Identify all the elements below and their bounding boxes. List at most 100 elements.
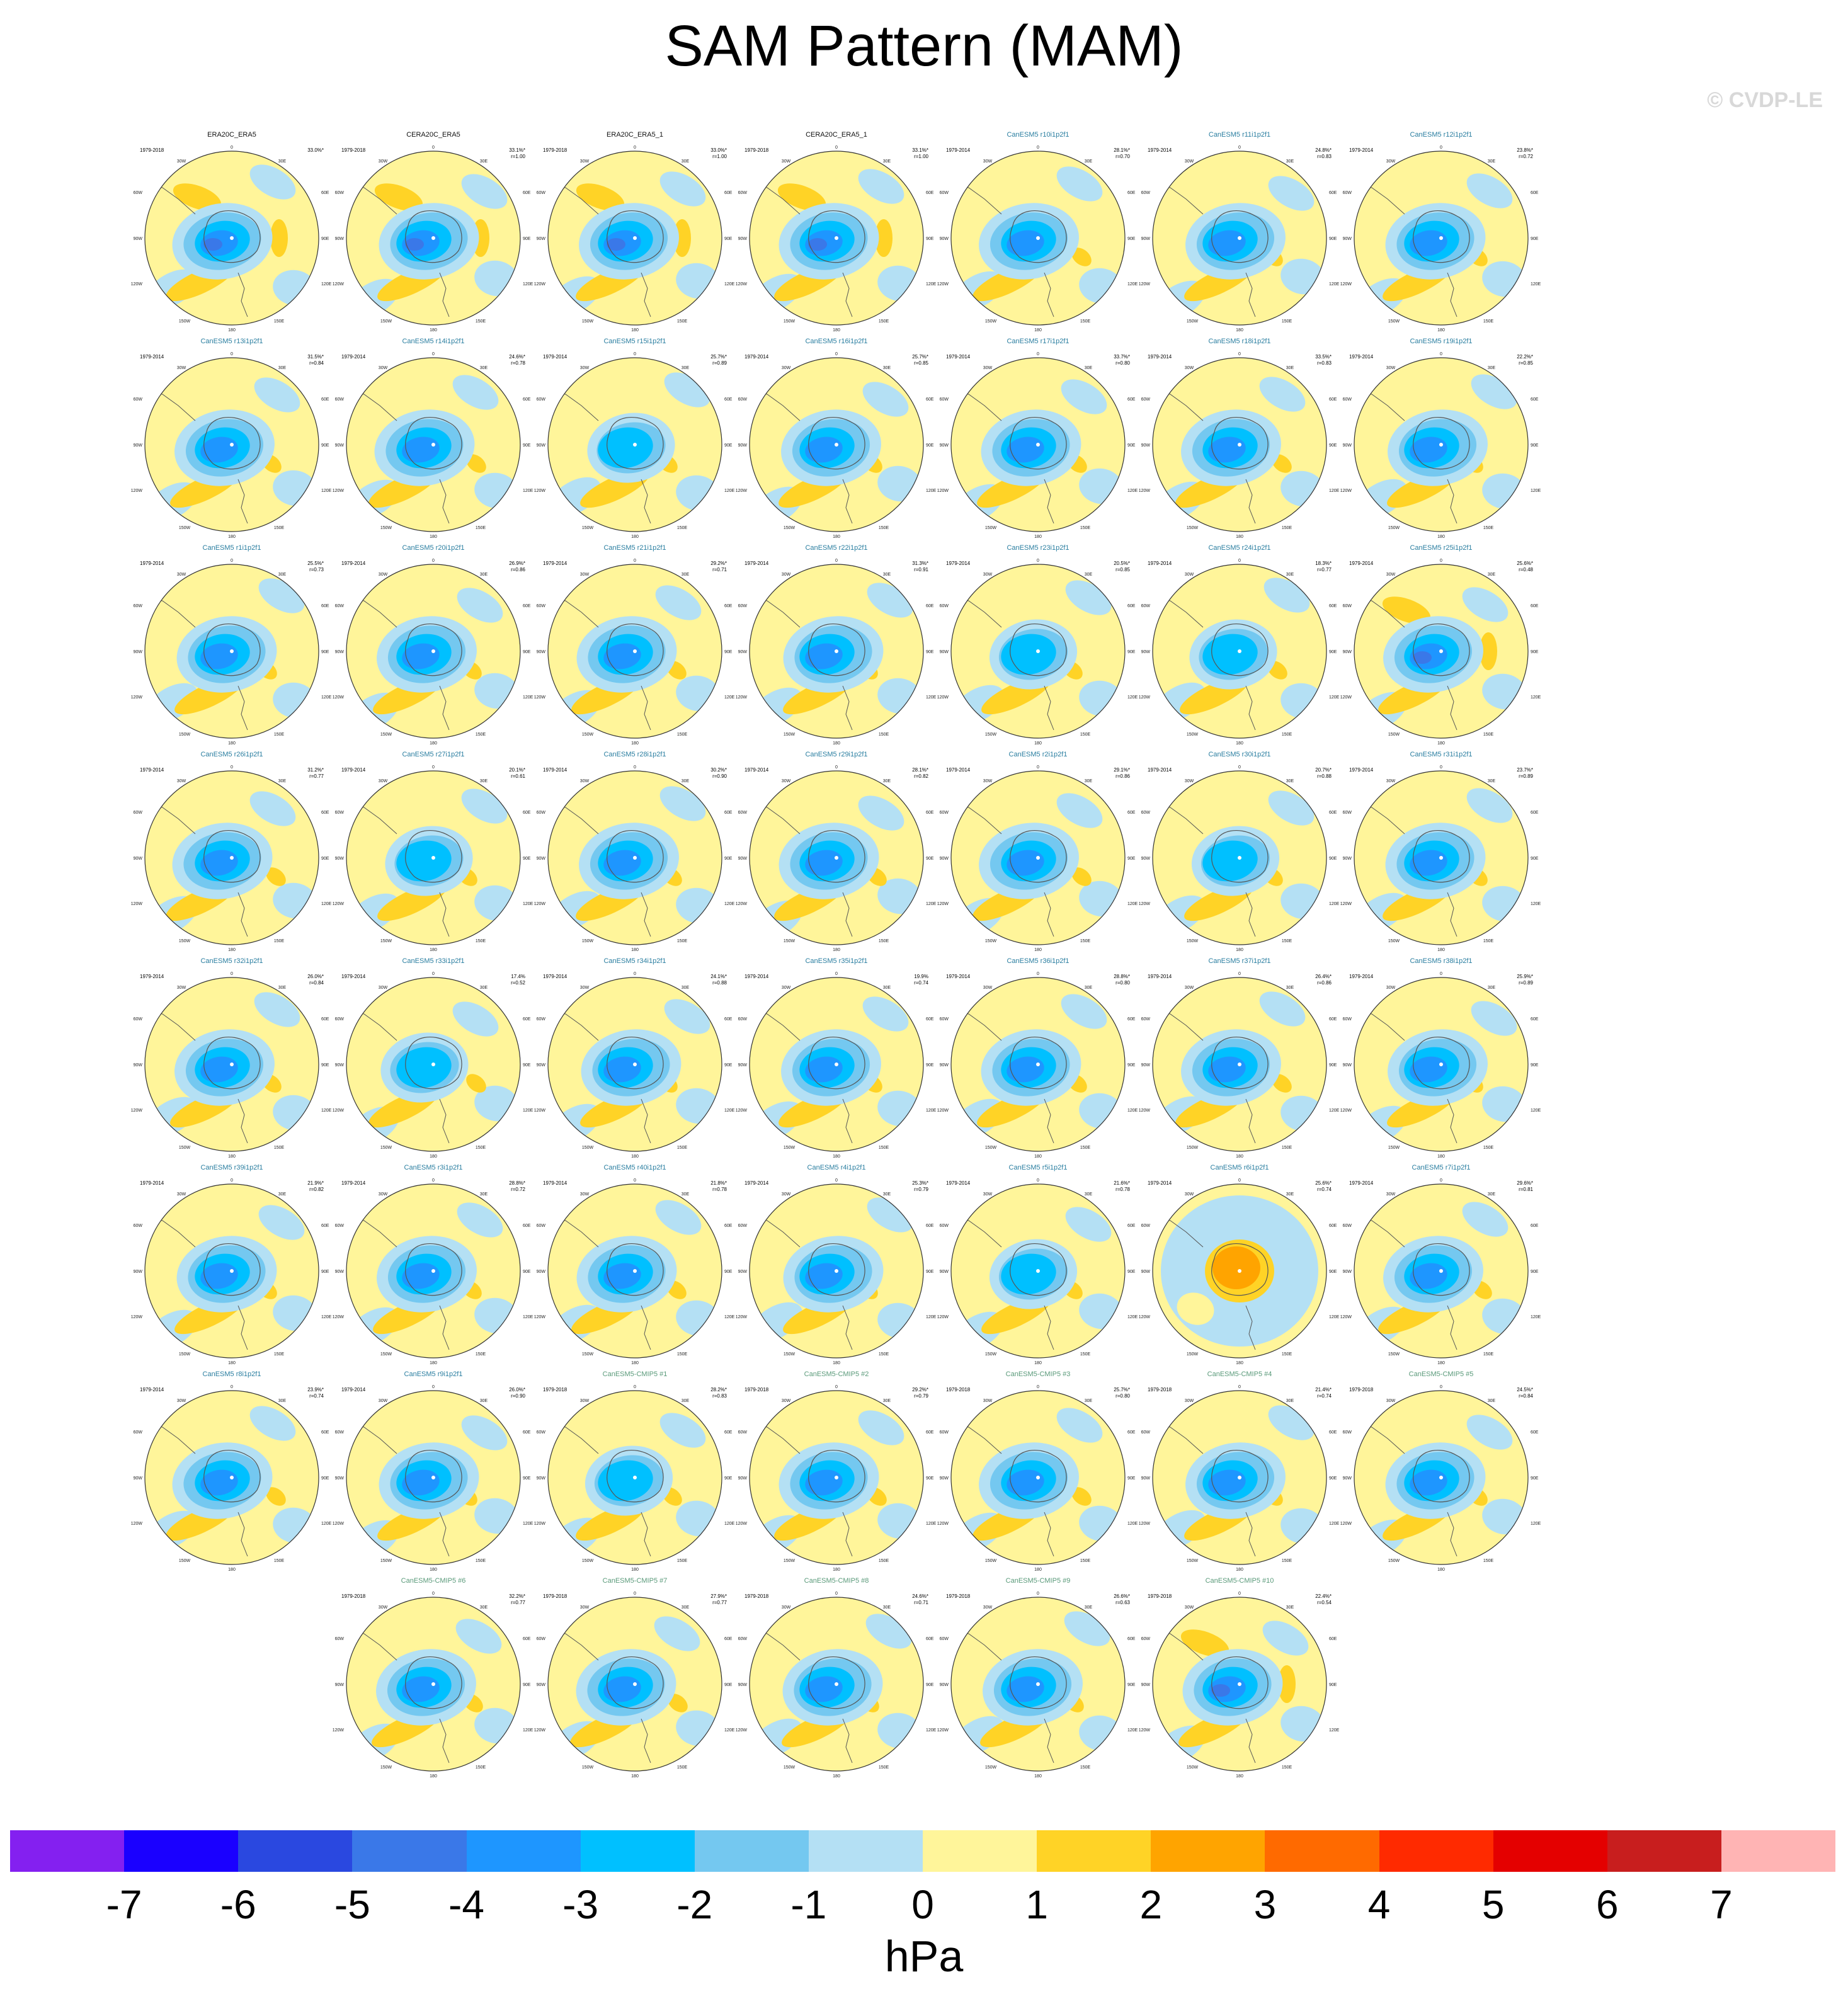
longitude-label: 120E [1127,1108,1138,1113]
panel-years: 1979-2014 [341,974,366,979]
longitude-label: 90W [1343,1270,1352,1274]
longitude-label: 150W [1388,1146,1400,1150]
map-boundary [1354,977,1529,1152]
outer-negative-patch [1466,1415,1513,1450]
new-zealand-coastline [842,892,853,937]
outer-negative-patch [858,1410,904,1445]
antarctica-coastline [1413,210,1470,263]
longitude-label: 0 [1238,352,1241,356]
sam-map-panel: CanESM5 r3i1p2f1 1979-2014 28.8%* r=0.72 0 30… [333,1164,533,1365]
longitude-label: 150E [476,1352,486,1357]
panel-title: CanESM5 r15i1p2f1 [603,338,666,345]
panel-title: CanESM5 r12i1p2f1 [1410,131,1473,139]
longitude-label: 90E [1531,1270,1539,1274]
antarctica-coastline [1211,210,1269,263]
panel-stats: 26.0%* r=0.90 [509,1387,525,1399]
longitude-label: 0 [1238,972,1241,976]
south-pole-marker [431,1476,435,1479]
pressure-field [1354,977,1528,1151]
longitude-label: 60E [523,811,531,815]
longitude-label: 30W [580,1192,590,1197]
pressure-field [750,771,923,945]
longitude-label: 0 [634,1178,636,1183]
longitude-label: 150E [476,1146,486,1150]
panel-pattern-correlation: r=0.82 [914,773,928,779]
longitude-label: 30E [1488,366,1496,370]
longitude-label: 150E [677,732,688,737]
longitude-label: 60W [537,1637,546,1641]
longitude-label: 90E [523,1063,531,1068]
longitude-label: 30E [1286,1605,1294,1610]
panel-stats: 33.7%* r=0.80 [1114,354,1130,367]
panel-pattern-correlation: r=0.83 [712,1393,727,1399]
polar-map: 0 30W 30E 60W 60E 90W 90E 120W 120E 150W 150E 180 [736,1592,937,1779]
longitude-label: 60E [724,397,733,402]
south-pole-marker [835,236,838,240]
longitude-label: 150E [1483,526,1494,530]
panel-stats: 28.2%* r=0.83 [710,1387,727,1399]
south-pole-marker [1238,1269,1241,1273]
panel-title: ERA20C_ERA5_1 [607,131,663,139]
longitude-label: 60E [926,191,934,195]
panel-title: CERA20C_ERA5_1 [806,131,867,139]
polar-cap-negative-core [402,1469,440,1496]
sam-map-panel: CanESM5-CMIP5 #3 1979-2018 25.7%* r=0.80 0 30… [937,1370,1138,1572]
panel-pattern-correlation: r=0.73 [309,567,324,573]
polar-cap-negative-core [1007,436,1044,463]
longitude-label: 180 [631,1568,639,1572]
antarctica-coastline [203,210,261,263]
longitude-label: 150W [784,939,796,943]
longitude-label: 90W [1343,237,1352,241]
longitude-label: 90E [1127,1476,1136,1481]
longitude-label: 180 [1034,741,1042,746]
polar-map: 0 30W 30E 60W 60E 90W 90E 120W 120E 150W 150E 180 [937,145,1138,333]
panel-years: 1979-2018 [744,1387,769,1393]
longitude-label: 30W [379,1399,388,1403]
polar-map: 0 30W 30E 60W 60E 90W 90E 120W 120E 150W 150E 180 [534,1178,735,1365]
longitude-label: 30E [1286,1192,1294,1197]
south-pole-marker [431,649,435,653]
polar-cap-negative-core [200,850,238,876]
longitude-label: 90E [523,237,531,241]
longitude-label: 150W [179,1146,191,1150]
colorbar-tick-label: -4 [448,1882,484,1927]
panel-title: CanESM5 r20i1p2f1 [402,544,465,552]
new-zealand-coastline [1447,1512,1457,1557]
map-boundary [950,770,1126,945]
longitude-label: 60W [940,1430,949,1435]
new-zealand-coastline [237,1512,248,1557]
longitude-label: 150E [476,1559,486,1563]
longitude-label: 90W [335,443,345,448]
panel-stats: 18.3%* r=0.77 [1315,561,1332,573]
pressure-field [1153,977,1326,1151]
longitude-label: 120W [937,1108,949,1113]
south-pole-marker [1439,856,1443,860]
panel-stats: 26.4%* r=0.86 [1315,974,1332,986]
longitude-label: 30W [177,1399,186,1403]
polar-cap-negative-core [1410,436,1447,463]
new-zealand-coastline [237,1305,248,1350]
midlat-positive-patch [576,183,625,211]
outer-negative-patch [655,1200,702,1235]
longitude-label: 0 [432,1178,435,1183]
polar-map: 0 30W 30E 60W 60E 90W 90E 120W 120E 150W 150E 180 [1139,1385,1340,1572]
longitude-label: 0 [835,352,838,356]
new-zealand-coastline [1245,685,1256,731]
longitude-label: 120E [724,1728,735,1733]
map-boundary [1152,1390,1327,1565]
longitude-label: 60W [738,1637,748,1641]
new-zealand-coastline [439,1718,450,1763]
map-boundary [144,357,319,532]
polar-cap-negative-core [402,1263,440,1289]
longitude-label: 180 [833,1774,840,1779]
longitude-label: 150E [677,1352,688,1357]
longitude-label: 180 [1034,1568,1042,1572]
longitude-label: 60W [134,191,143,195]
outer-negative-patch [659,786,706,821]
longitude-label: 120W [736,1315,748,1319]
midlat-positive-patch [673,219,691,257]
new-zealand-coastline [237,479,248,524]
pressure-field [1354,1391,1528,1564]
longitude-label: 150W [985,732,997,737]
new-zealand-coastline [1044,1098,1054,1144]
